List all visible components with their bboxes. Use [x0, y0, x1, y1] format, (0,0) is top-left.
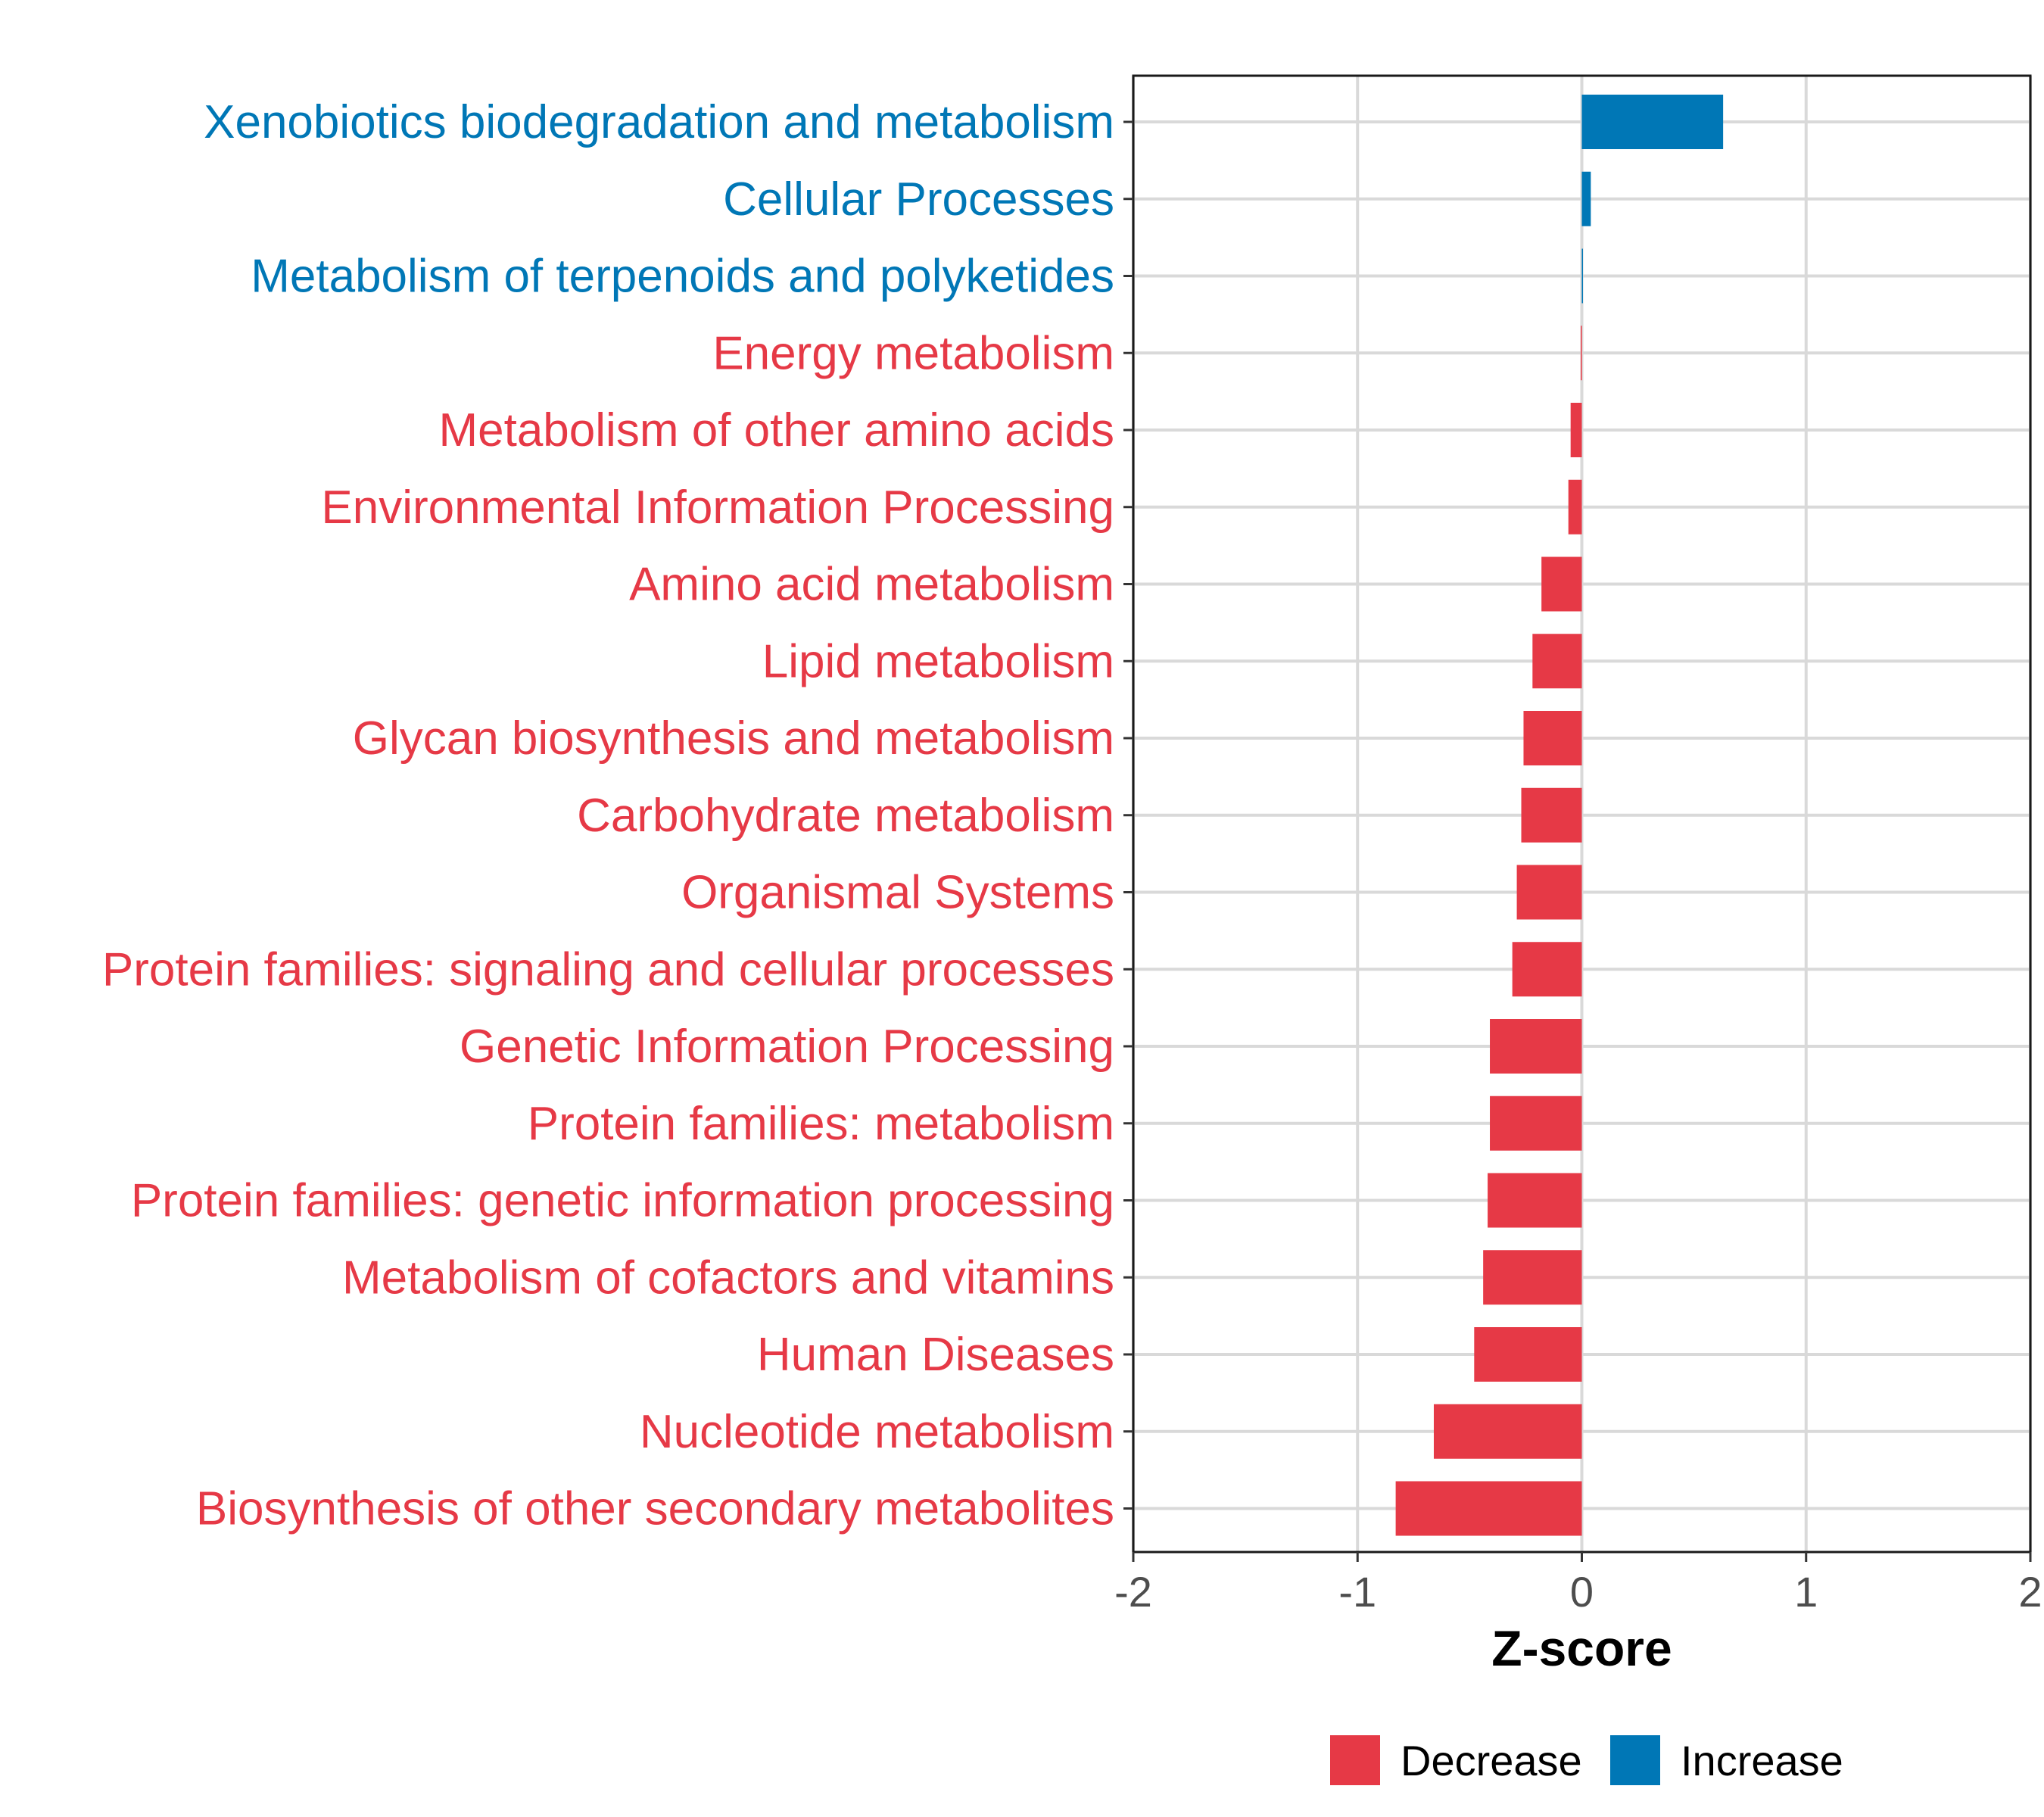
bar: [1568, 479, 1582, 535]
bar: [1541, 556, 1582, 612]
category-label: Metabolism of terpenoids and polyketides: [251, 251, 1114, 303]
x-tick-label: -2: [1114, 1568, 1152, 1616]
bar: [1490, 1019, 1582, 1074]
legend-swatch-increase: [1610, 1735, 1660, 1785]
y-axis-labels: Xenobiotics biodegradation and metabolis…: [102, 96, 1114, 1535]
category-label: Metabolism of other amino acids: [438, 404, 1114, 457]
bar: [1521, 787, 1582, 843]
category-label: Organismal Systems: [681, 867, 1114, 919]
category-label: Lipid metabolism: [762, 635, 1114, 687]
category-label: Metabolism of cofactors and vitamins: [342, 1251, 1114, 1304]
bar: [1433, 1404, 1582, 1459]
x-axis-title: Z-score: [1491, 1620, 1672, 1676]
bar: [1581, 326, 1582, 381]
bar: [1581, 171, 1591, 226]
category-label: Protein families: genetic information pr…: [131, 1175, 1114, 1227]
category-label: Xenobiotics biodegradation and metabolis…: [204, 96, 1114, 148]
category-label: Glycan biosynthesis and metabolism: [353, 712, 1114, 765]
category-label: Nucleotide metabolism: [640, 1406, 1114, 1458]
category-label: Carbohydrate metabolism: [577, 790, 1114, 842]
x-tick-label: 0: [1570, 1568, 1594, 1616]
bar: [1395, 1481, 1582, 1536]
category-label: Environmental Information Processing: [321, 482, 1114, 534]
category-label: Energy metabolism: [712, 327, 1114, 379]
legend: Decrease Increase: [1330, 1735, 1843, 1785]
bar: [1532, 634, 1582, 689]
x-axis-labels: -2 -1 0 1 2: [1114, 1568, 2042, 1616]
x-tick-label: 2: [2018, 1568, 2042, 1616]
legend-label-decrease: Decrease: [1401, 1737, 1582, 1784]
category-label: Genetic Information Processing: [460, 1021, 1114, 1073]
bar: [1516, 865, 1582, 920]
bar: [1488, 1173, 1582, 1228]
bar: [1570, 403, 1582, 457]
category-label: Amino acid metabolism: [629, 559, 1114, 611]
x-axis-ticks: [1132, 1552, 2032, 1562]
category-label: Human Diseases: [757, 1329, 1114, 1381]
bars: [1395, 95, 1724, 1536]
x-tick-label: -1: [1338, 1568, 1376, 1616]
category-label: Protein families: metabolism: [528, 1098, 1114, 1150]
legend-label-increase: Increase: [1681, 1737, 1843, 1784]
y-axis-ticks: [1123, 120, 1133, 1510]
legend-swatch-decrease: [1330, 1735, 1380, 1785]
category-label: Biosynthesis of other secondary metaboli…: [196, 1483, 1114, 1535]
bar: [1581, 95, 1724, 149]
bar: [1483, 1250, 1582, 1305]
bar: [1523, 711, 1582, 765]
x-tick-label: 1: [1794, 1568, 1818, 1616]
bar: [1474, 1327, 1582, 1382]
bar: [1512, 942, 1582, 997]
category-label: Protein families: signaling and cellular…: [102, 943, 1114, 996]
bar: [1581, 248, 1583, 304]
bar: [1490, 1095, 1582, 1151]
category-label: Cellular Processes: [723, 173, 1114, 226]
